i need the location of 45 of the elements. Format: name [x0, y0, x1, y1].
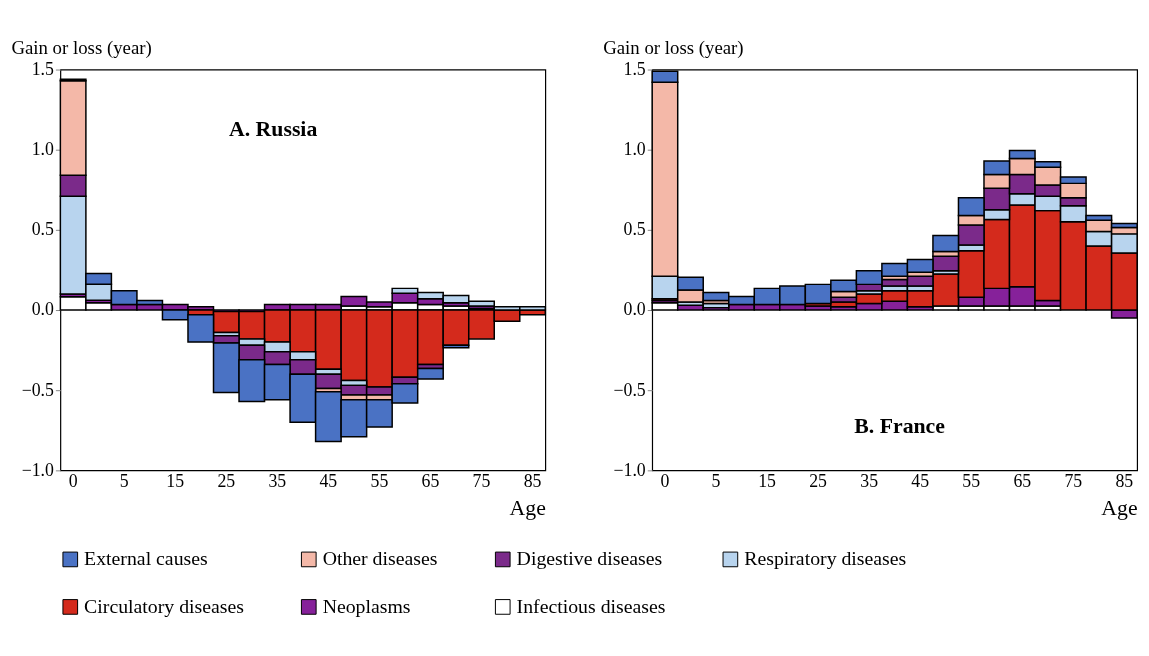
y-tick-label: 1.5	[31, 58, 55, 79]
x-tick-label: 65	[421, 470, 440, 491]
x-tick-label: 35	[860, 470, 879, 491]
x-tick-label: 85	[523, 470, 542, 491]
legend-label: Digestive diseases	[516, 547, 663, 570]
legend-label: External causes	[84, 547, 208, 570]
y-axis-title: Gain or loss (year)	[603, 37, 744, 60]
x-tick-label: 5	[119, 470, 129, 491]
x-tick-label: 45	[911, 470, 930, 491]
y-axis-title: Gain or loss (year)	[11, 37, 152, 60]
y-tick-label: −1.0	[613, 459, 646, 480]
x-axis-title: Age	[1101, 496, 1138, 521]
y-tick-label: 0.5	[623, 219, 646, 240]
x-tick-label: 65	[1013, 470, 1032, 491]
x-tick-label: 0	[660, 470, 670, 491]
text: A. Russia	[229, 116, 318, 141]
y-tick-label: 0.5	[31, 219, 55, 240]
y-tick-label: −1.0	[21, 459, 55, 480]
legend-label: Respiratory diseases	[744, 547, 907, 570]
y-tick-label: 0.0	[31, 299, 55, 320]
text: B. France	[854, 413, 946, 438]
x-tick-label: 55	[370, 470, 389, 491]
y-tick-label: 0.0	[623, 299, 646, 320]
x-tick-label: 45	[319, 470, 338, 491]
legend-label: Infectious diseases	[516, 594, 666, 617]
x-tick-label: 25	[217, 470, 236, 491]
legend-label: Circulatory diseases	[84, 594, 244, 617]
y-tick-label: −0.5	[21, 379, 55, 400]
y-tick-label: 1.0	[31, 139, 55, 160]
x-axis-title: Age	[509, 496, 546, 521]
x-tick-label: 85	[1115, 470, 1134, 491]
x-tick-label: 15	[166, 470, 185, 491]
x-tick-label: 75	[1064, 470, 1083, 491]
legend-label: Other diseases	[322, 547, 438, 570]
y-tick-label: 1.5	[623, 58, 646, 79]
x-tick-label: 35	[268, 470, 287, 491]
x-tick-label: 15	[758, 470, 777, 491]
y-tick-label: 1.0	[623, 139, 646, 160]
x-tick-label: 25	[809, 470, 828, 491]
x-tick-label: 0	[68, 470, 78, 491]
legend-label: Neoplasms	[322, 594, 411, 617]
x-tick-label: 55	[962, 470, 981, 491]
y-tick-label: −0.5	[613, 379, 646, 400]
x-tick-label: 5	[711, 470, 721, 491]
x-tick-label: 75	[472, 470, 491, 491]
